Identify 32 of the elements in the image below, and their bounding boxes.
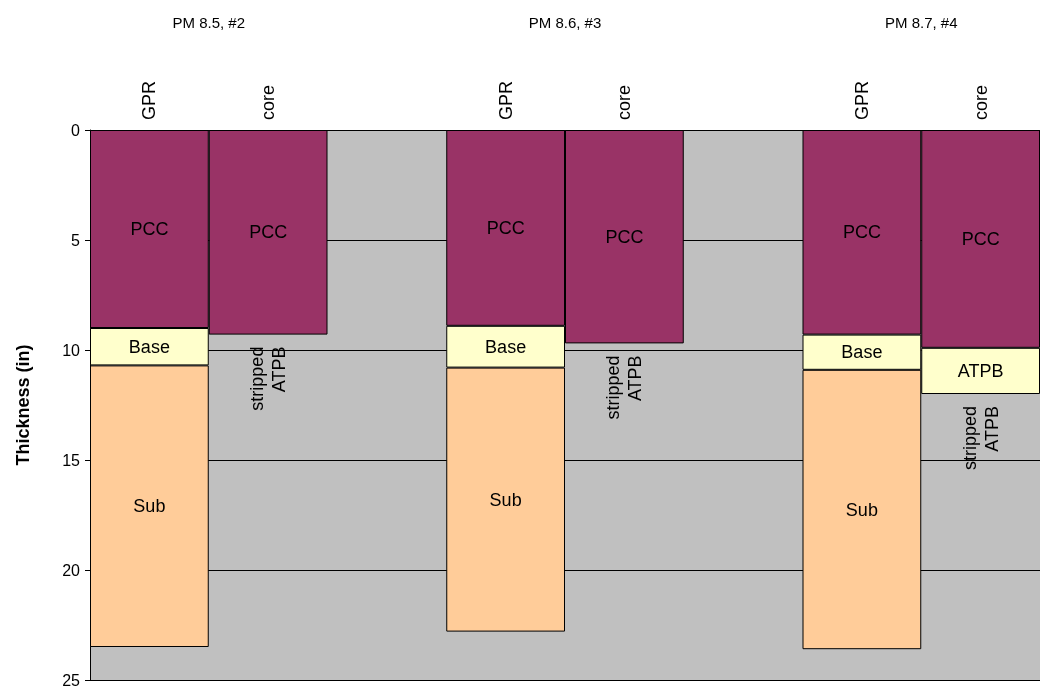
text: Sub: [845, 499, 878, 520]
text: PCC: [605, 226, 644, 247]
text: PCC: [842, 222, 881, 243]
annotation: stripped ATPB: [247, 346, 290, 411]
text: PM 8.6, #3: [528, 13, 602, 31]
x-tick-label: GPR: [139, 80, 160, 120]
text: Base: [128, 336, 170, 357]
text: PCC: [961, 228, 1000, 249]
y-tick-label: 5: [71, 231, 81, 249]
text: Sub: [489, 489, 522, 510]
series-label: Sub: [133, 496, 166, 517]
annotation: stripped ATPB: [603, 355, 646, 420]
series-label: Base: [841, 342, 883, 363]
y-axis-title: Thickness (in): [13, 344, 33, 466]
annotation: stripped ATPB: [959, 406, 1002, 471]
x-tick-label: GPR: [851, 80, 872, 120]
text: PCC: [249, 222, 288, 243]
y-tick-label: 0: [71, 121, 81, 139]
x-tick-label: core: [970, 84, 991, 120]
x-tick-label: GPR: [495, 80, 516, 120]
series-label: PCC: [130, 219, 169, 239]
text: Base: [485, 336, 527, 357]
y-tick-label: 15: [62, 451, 81, 469]
text: PM 8.5, #2: [172, 13, 246, 31]
text: PM 8.7, #4: [884, 13, 958, 31]
y-tick-label: 20: [62, 561, 81, 579]
series-label: ATPB: [957, 360, 1004, 381]
y-tick-label: 25: [62, 671, 81, 689]
text: PCC: [486, 217, 525, 238]
x-tick-label: core: [258, 84, 279, 120]
x-tick-label: core: [614, 84, 635, 120]
y-tick-label: 10: [62, 341, 81, 359]
